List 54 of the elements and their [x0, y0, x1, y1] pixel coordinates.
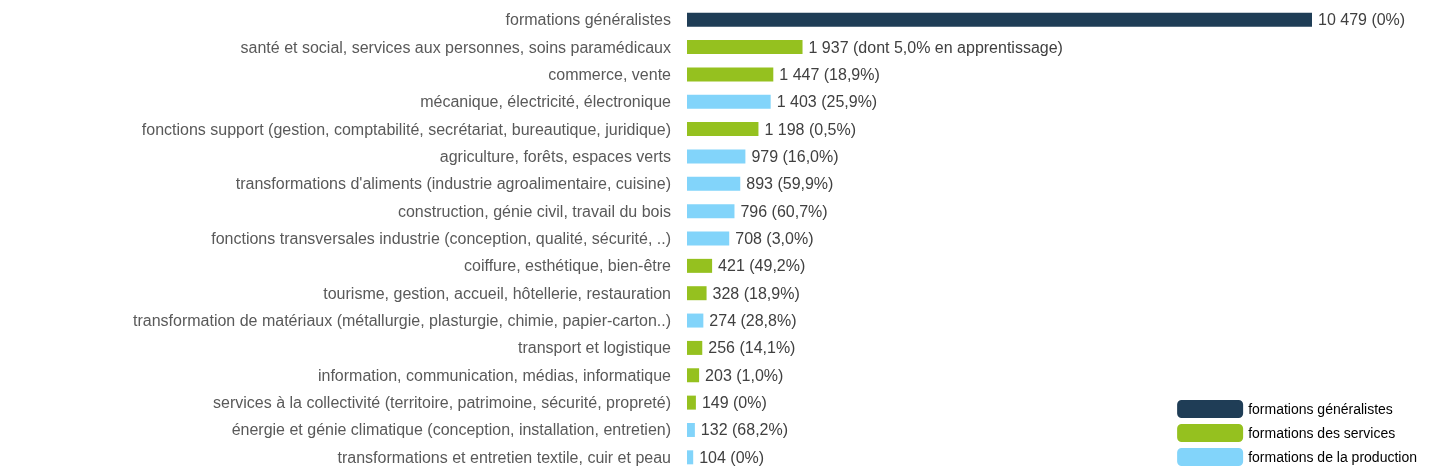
- bar: [687, 12, 1312, 27]
- data-label: 132 (68,2%): [700, 421, 789, 439]
- y-tick-label: transformations et entretien textile, cuir et peau: [337, 448, 671, 466]
- y-tick-label: tourisme, gestion, accueil, hôtellerie, restauration: [323, 284, 671, 302]
- bar: [687, 286, 707, 301]
- data-label: 708 (3,0%): [735, 230, 814, 247]
- bar: [687, 340, 703, 355]
- data-label: 1 198 (0,5%): [764, 120, 857, 138]
- y-tick-label: énergie et génie climatique (conception, installation, entretien): [231, 421, 671, 439]
- data-label: 421 (49,2%): [718, 257, 806, 275]
- data-label: 10 479 (0%): [1318, 11, 1406, 29]
- y-tick-label: construction, génie civil, travail du bois: [397, 202, 671, 220]
- bar: [687, 368, 700, 383]
- data-label: 979 (16,0%): [751, 147, 839, 165]
- y-tick-label: santé et social, services aux personnes, soins paramédicaux: [240, 38, 671, 56]
- bar: [687, 395, 696, 410]
- y-tick-label: information, communication, médias, informatique: [317, 366, 672, 384]
- bar: [687, 67, 774, 82]
- data-label: 893 (59,9%): [746, 175, 834, 193]
- legend-label: formations des services: [1248, 425, 1396, 441]
- data-label: 203 (1,0%): [705, 366, 784, 384]
- y-tick-label: transformation de matériaux (métallurgie, plasturgie, chimie, papier-carton..): [132, 312, 671, 330]
- y-tick-label: fonctions support (gestion, comptabilité, secrétariat, bureautique, juridique): [141, 120, 671, 138]
- bar: [687, 422, 695, 437]
- y-tick-label: mécanique, électricité, électronique: [420, 93, 672, 111]
- bar: [687, 204, 735, 219]
- data-label: 328 (18,9%): [712, 284, 800, 302]
- data-label: 1 403 (25,9%): [776, 93, 878, 111]
- y-tick-label: commerce, vente: [548, 65, 672, 83]
- y-tick-label: transport et logistique: [518, 339, 672, 357]
- bar: [687, 149, 746, 164]
- bar: [687, 40, 803, 55]
- bar: [687, 231, 730, 246]
- legend-label: formations de la production: [1248, 449, 1417, 465]
- y-tick-label: services à la collectivité (territoire, patrimoine, sécurité, propreté): [213, 394, 671, 412]
- bar: [687, 258, 713, 273]
- bar: [687, 313, 704, 328]
- data-label: 796 (60,7%): [740, 202, 828, 220]
- data-label: 1 937 (dont 5,0% en apprentissage): [808, 38, 1063, 56]
- bar: [687, 122, 759, 137]
- data-label: 104 (0%): [699, 448, 765, 466]
- y-tick-label: transformations d'aliments (industrie agroalimentaire, cuisine): [235, 175, 671, 193]
- bar: [687, 94, 771, 109]
- data-label: 149 (0%): [701, 394, 767, 412]
- bar: [687, 176, 741, 191]
- y-tick-label: agriculture, forêts, espaces verts: [439, 147, 671, 165]
- y-tick-label: coiffure, esthétique, bien-être: [464, 257, 672, 275]
- bar: [687, 450, 694, 465]
- y-tick-label: formations généralistes: [505, 11, 671, 29]
- data-label: 1 447 (18,9%): [779, 65, 880, 83]
- data-label: 256 (14,1%): [708, 339, 796, 357]
- data-label: 274 (28,8%): [709, 312, 797, 330]
- y-tick-label: fonctions transversales industrie (conception, qualité, sécurité, ..): [211, 230, 671, 247]
- legend-label: formations généralistes: [1248, 401, 1393, 417]
